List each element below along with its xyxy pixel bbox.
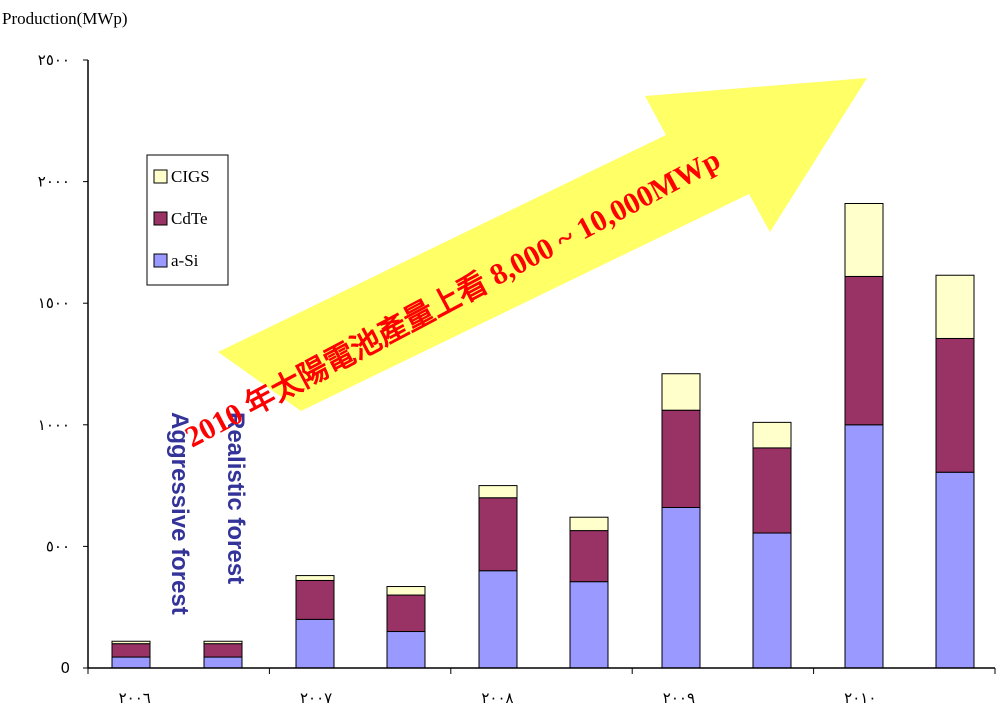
bar-asi-5 — [569, 581, 609, 669]
bar-asi-2 — [295, 618, 335, 669]
legend-swatch-cdte — [153, 211, 168, 226]
bars — [111, 202, 975, 669]
bar-cdte-6 — [661, 409, 701, 508]
bar-label-realistic: Realistic forest — [222, 412, 249, 584]
bar-asi-4 — [478, 570, 518, 669]
bar-cdte-2 — [295, 579, 335, 620]
bar-asi-1 — [203, 656, 243, 669]
bar-label-aggressive: Aggressive forest — [166, 412, 193, 615]
legend-swatch-cigs — [153, 169, 168, 184]
bar-cdte-8 — [844, 275, 884, 426]
bar-cigs-7 — [752, 421, 792, 449]
x-tick-label-3: ٢٠٠٩ — [663, 689, 695, 707]
bar-asi-8 — [844, 424, 884, 669]
bar-cdte-5 — [569, 530, 609, 583]
bar-cigs-9 — [935, 274, 975, 339]
y-tick-label-3: ١٥٠٠ — [38, 294, 70, 312]
bar-cdte-0 — [111, 643, 151, 658]
bar-cigs-8 — [844, 202, 884, 277]
bar-cigs-0 — [111, 640, 151, 645]
x-tick-label-0: ٢٠٠٦ — [119, 689, 151, 707]
bar-asi-6 — [661, 506, 701, 669]
legend-swatch-asi — [153, 253, 168, 268]
bar-cigs-4 — [478, 485, 518, 499]
bar-cdte-1 — [203, 643, 243, 658]
y-tick-label-5: ٢٥٠٠ — [38, 51, 70, 69]
legend-label-cigs: CIGS — [171, 167, 210, 186]
bar-cigs-3 — [386, 586, 426, 596]
bar-cigs-2 — [295, 575, 335, 581]
bar-cdte-7 — [752, 447, 792, 534]
forecast-arrow-text: 2010 年太陽電池產量上看 8,000 ~ 10,000MWp — [179, 142, 725, 454]
bar-cigs-5 — [569, 516, 609, 532]
bar-asi-9 — [935, 471, 975, 669]
legend-label-asi: a-Si — [171, 251, 199, 270]
bar-asi-0 — [111, 656, 151, 669]
y-tick-label-2: ١٠٠٠ — [38, 416, 70, 434]
x-tick-label-2: ٢٠٠٨ — [481, 689, 513, 707]
x-tick-label-1: ٢٠٠٧ — [300, 689, 332, 707]
y-tick-label-4: ٢٠٠٠ — [38, 173, 70, 191]
forecast-arrow-shape — [218, 78, 867, 411]
bar-cdte-4 — [478, 497, 518, 572]
bar-cdte-9 — [935, 337, 975, 473]
x-tick-label-4: ٢٠١٠ — [844, 689, 876, 707]
bar-cigs-6 — [661, 373, 701, 411]
bar-asi-3 — [386, 631, 426, 669]
axes: 0 ٥٠٠ ١٠٠٠ ١٥٠٠ ٢٠٠٠ ٢٥٠٠ ٢٠٠٦ ٢٠٠٧ ٢٠٠٨ ٢٠٠٩ ٢٠١٠ — [38, 51, 996, 707]
forecast-arrow — [218, 78, 867, 411]
legend-label-cdte: CdTe — [171, 209, 208, 228]
y-tick-label-0: 0 — [60, 659, 70, 677]
bar-cigs-1 — [203, 640, 243, 645]
bar-asi-7 — [752, 532, 792, 669]
y-tick-label-1: ٥٠٠ — [46, 537, 70, 555]
y-axis-label: Production(MWp) — [2, 9, 128, 28]
bar-cdte-3 — [386, 594, 426, 633]
legend: CIGS CdTe a-Si — [146, 154, 229, 286]
